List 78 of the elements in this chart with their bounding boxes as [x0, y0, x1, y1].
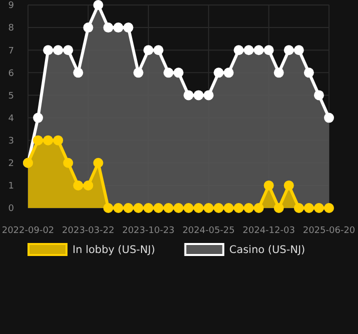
point [314, 203, 324, 213]
point [73, 68, 84, 78]
point [284, 180, 294, 190]
point [274, 203, 284, 213]
point [224, 68, 234, 78]
point [63, 158, 74, 168]
x-tick-label: 2023-03-22 [62, 226, 114, 236]
y-tick-label: 6 [8, 68, 14, 79]
point [153, 45, 164, 56]
point [153, 203, 164, 213]
x-tick-label: 2024-12-03 [242, 226, 295, 236]
y-tick-label: 4 [8, 114, 14, 124]
x-tick-label: 2023-10-23 [122, 226, 175, 236]
point [314, 90, 324, 100]
point [53, 135, 64, 146]
y-tick-label: 9 [8, 1, 14, 12]
point [284, 45, 294, 56]
point [53, 45, 64, 56]
point [63, 45, 74, 56]
point [174, 203, 184, 213]
y-tick-label: 8 [8, 24, 14, 34]
point [324, 203, 334, 213]
point [234, 203, 244, 213]
point [264, 180, 274, 190]
y-tick-label: 2 [8, 159, 14, 170]
point [33, 135, 44, 146]
point [163, 68, 174, 78]
point [294, 45, 304, 56]
y-tick-label: 5 [8, 91, 14, 102]
point [103, 203, 114, 213]
legend-label: Casino (US-NJ) [229, 244, 306, 256]
y-tick-label: 0 [8, 204, 14, 214]
point [254, 203, 264, 213]
point [204, 203, 214, 213]
legend-label: In lobby (US-NJ) [72, 244, 156, 256]
point [194, 203, 204, 213]
point [143, 45, 154, 56]
point [43, 135, 54, 146]
x-tick-label: 2024-05-25 [182, 226, 235, 236]
point [304, 203, 314, 213]
point [294, 203, 304, 213]
point [254, 45, 264, 56]
point [83, 22, 94, 33]
y-tick-label: 7 [8, 46, 14, 56]
x-tick-label: 2025-06-20 [302, 226, 356, 236]
point [184, 90, 194, 100]
point [93, 0, 104, 10]
point [174, 68, 184, 78]
point [133, 68, 144, 78]
point [163, 203, 174, 213]
point [244, 203, 254, 213]
point [214, 68, 224, 78]
x-tick-label: 2022-09-02 [2, 226, 54, 236]
point [113, 22, 124, 33]
y-tick-label: 1 [8, 182, 14, 192]
point [184, 203, 194, 213]
point [83, 180, 94, 190]
point [123, 22, 134, 33]
point [324, 112, 334, 123]
point [113, 203, 124, 213]
point [214, 203, 224, 213]
point [133, 203, 144, 213]
point [103, 22, 114, 33]
point [93, 158, 104, 168]
point [73, 180, 84, 190]
point [224, 203, 234, 213]
point [264, 45, 274, 56]
point [244, 45, 254, 56]
point [43, 45, 54, 56]
point [274, 68, 284, 78]
point [123, 203, 134, 213]
point [33, 112, 44, 123]
point [143, 203, 154, 213]
y-tick-label: 3 [8, 136, 14, 146]
point [234, 45, 244, 56]
point [304, 68, 314, 78]
point [194, 90, 204, 100]
point [204, 90, 214, 100]
